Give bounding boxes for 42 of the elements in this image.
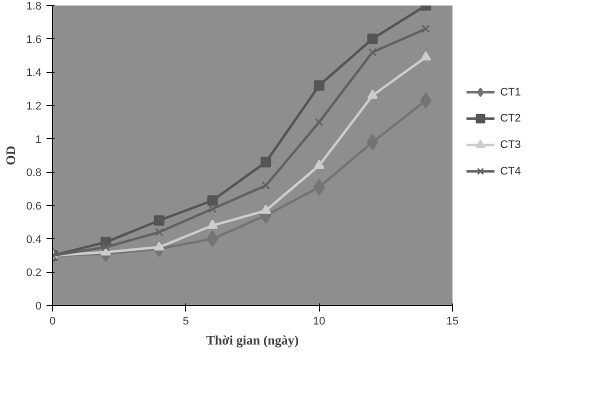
- point: [422, 24, 430, 34]
- point: [260, 156, 272, 168]
- y-tick-label: 0: [35, 300, 42, 312]
- point: [367, 90, 378, 99]
- y-tick-label: 0.8: [26, 167, 42, 180]
- x-axis-title: Thời gian (ngày): [206, 332, 299, 348]
- point: [102, 242, 110, 252]
- y-tick-label: 1.4: [26, 67, 42, 80]
- y-tick-label: 0.2: [26, 267, 42, 280]
- legend-label: CT4: [500, 165, 521, 178]
- point: [366, 134, 378, 150]
- point: [367, 34, 378, 44]
- y-tick-label: 0.4: [26, 234, 42, 246]
- y-tick-label: 1.8: [26, 0, 42, 12]
- y-tick-label: 1: [35, 134, 42, 146]
- legend-label: CT2: [500, 112, 521, 125]
- point: [207, 195, 218, 206]
- y-tick-label: 0.6: [26, 200, 42, 212]
- point: [420, 51, 432, 61]
- point: [420, 92, 432, 109]
- legend-label: CT1: [500, 86, 521, 98]
- point: [314, 160, 324, 169]
- point: [154, 228, 164, 236]
- y-axis-title: OD: [3, 146, 18, 166]
- point: [368, 48, 377, 56]
- point: [260, 204, 272, 214]
- legend-label: CT3: [500, 139, 521, 151]
- x-tick-label: 15: [446, 316, 459, 328]
- point: [314, 80, 324, 91]
- point: [154, 215, 164, 226]
- x-tick-label: 10: [313, 316, 326, 328]
- point: [154, 241, 164, 251]
- x-tick-label: 0: [49, 316, 56, 328]
- point: [262, 181, 270, 190]
- point: [206, 230, 218, 248]
- x-tick-label: 5: [182, 316, 189, 328]
- y-tick-label: 1.2: [26, 100, 42, 112]
- point: [313, 178, 325, 196]
- point: [208, 204, 217, 214]
- y-tick-label: 1.6: [26, 34, 42, 46]
- point: [314, 118, 324, 126]
- point: [207, 220, 218, 229]
